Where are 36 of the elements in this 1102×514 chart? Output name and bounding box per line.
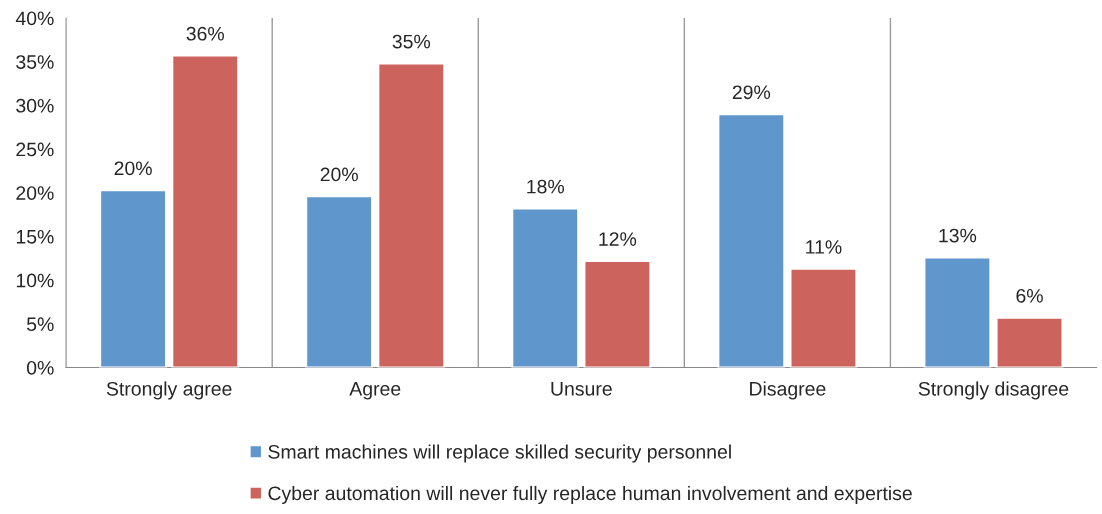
data-label: 18% bbox=[527, 179, 565, 194]
data-label: 12% bbox=[599, 232, 637, 246]
bar bbox=[99, 189, 168, 368]
data-label: 29% bbox=[732, 85, 771, 100]
y-tick-label: 40% bbox=[15, 11, 54, 26]
bar bbox=[171, 54, 240, 368]
y-tick-label: 5% bbox=[26, 317, 54, 332]
bar bbox=[377, 62, 446, 368]
data-label: 36% bbox=[186, 26, 224, 41]
bar bbox=[511, 207, 580, 368]
data-label: 6% bbox=[1016, 288, 1043, 303]
legend-label: Smart machines will replace skilled security personnel bbox=[268, 444, 731, 463]
y-tick-label: 20% bbox=[16, 186, 54, 200]
bar bbox=[789, 267, 858, 368]
bar bbox=[305, 195, 374, 368]
bar bbox=[583, 259, 652, 368]
y-tick-label: 25% bbox=[16, 142, 54, 157]
bar bbox=[717, 113, 786, 368]
data-label: 11% bbox=[806, 240, 842, 254]
legend-label: Cyber automation will never fully replace human involvement and expertise bbox=[268, 485, 912, 505]
x-tick-label: Strongly disagree bbox=[918, 381, 1069, 400]
data-label: 35% bbox=[392, 34, 431, 49]
y-tick-label: 0% bbox=[26, 360, 54, 375]
x-tick-label: Agree bbox=[349, 382, 401, 400]
x-tick-label: Disagree bbox=[750, 381, 826, 400]
data-label: 20% bbox=[114, 161, 152, 176]
y-tick-label: 30% bbox=[16, 98, 54, 113]
x-tick-label: Strongly agree bbox=[106, 381, 232, 400]
y-tick-label: 15% bbox=[16, 229, 54, 244]
data-label: 20% bbox=[320, 167, 358, 182]
bar bbox=[923, 256, 992, 368]
bar bbox=[995, 316, 1064, 368]
x-tick-label: Unsure bbox=[551, 382, 612, 396]
y-tick-label: 35% bbox=[16, 55, 54, 69]
y-tick-label: 10% bbox=[16, 273, 54, 288]
data-label: 13% bbox=[939, 228, 977, 243]
